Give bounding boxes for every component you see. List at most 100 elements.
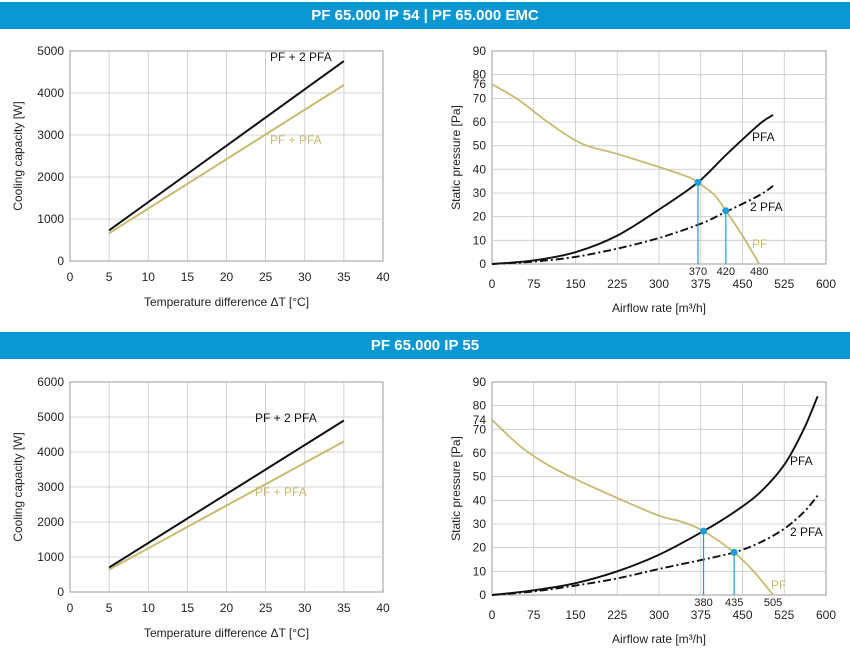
y-tick-label: 2000 (37, 170, 64, 184)
y-tick-label: 90 (473, 375, 487, 389)
x-tick-label: 5 (106, 601, 113, 615)
x-tick-label: 0 (67, 601, 74, 615)
x-axis-label: Temperature difference ΔT [°C] (144, 626, 309, 640)
x-tick-label: 300 (649, 608, 669, 622)
y-tick-label: 6000 (37, 375, 64, 389)
x-tick-label: 225 (607, 277, 627, 291)
x-marker-label: 505 (764, 597, 782, 609)
y-tick-label: 30 (473, 517, 487, 531)
x-tick-label: 600 (816, 277, 836, 291)
y-tick-label: 30 (473, 186, 487, 200)
charts-section-ip54: 0 5 10 15 20 25 30 35 40010002000300040005000Tem… (11, 44, 836, 315)
section-title-ip54: PF 65.000 IP 54 | PF 65.000 EMC (0, 2, 850, 29)
y-tick-label: 40 (473, 162, 487, 176)
y-tick-label: 60 (473, 446, 487, 460)
x-tick-label: 10 (142, 601, 156, 615)
y-axis-label: Cooling capacity [W] (11, 432, 25, 541)
series-label: 2 PFA (790, 525, 823, 539)
y-tick-label: 0 (479, 257, 486, 271)
x-tick-label: 375 (691, 277, 711, 291)
x-tick-label: 35 (337, 601, 351, 615)
x-tick-label: 450 (732, 608, 752, 622)
series-label: PF + PFA (270, 133, 322, 147)
x-tick-label: 75 (527, 277, 541, 291)
operating-point-label: 370 (689, 266, 707, 278)
x-tick-label: 150 (565, 277, 585, 291)
x-tick-label: 20 (220, 270, 234, 284)
y-tick-label: 60 (473, 115, 487, 129)
y-tick-label-extra: 76 (473, 77, 487, 91)
y-tick-label: 0 (479, 588, 486, 602)
operating-point (722, 207, 730, 215)
x-tick-label: 20 (220, 601, 234, 615)
x-tick-label: 5 (106, 270, 113, 284)
series-label: PF + 2 PFA (270, 50, 332, 64)
x-tick-label: 25 (259, 270, 273, 284)
y-tick-label: 50 (473, 470, 487, 484)
section-title-ip55: PF 65.000 IP 55 (0, 332, 850, 359)
x-tick-label: 40 (376, 601, 390, 615)
static-pressure-chart: 0 75 150 225 300 375 450 525 600 0 10 20 30 40 50 60 70 8… (449, 375, 836, 646)
y-tick-label: 20 (473, 210, 487, 224)
x-tick-label: 30 (298, 270, 312, 284)
x-axis-label: Temperature difference ΔT [°C] (144, 295, 309, 309)
y-tick-label: 20 (473, 541, 487, 555)
x-tick-label: 300 (649, 277, 669, 291)
y-tick-label: 5000 (37, 44, 64, 58)
series-line (108, 60, 345, 232)
y-tick-label: 70 (473, 91, 487, 105)
series-label: 2 PFA (750, 200, 783, 214)
x-tick-label: 600 (816, 608, 836, 622)
y-axis-label: Cooling capacity [W] (11, 101, 25, 210)
operating-point-label: 380 (694, 597, 712, 609)
x-tick-label: 225 (607, 608, 627, 622)
operating-point (700, 527, 708, 535)
y-tick-label: 1000 (37, 550, 64, 564)
x-tick-label: 10 (142, 270, 156, 284)
y-tick-label-extra: 74 (473, 413, 487, 427)
operating-point-label: 435 (725, 597, 743, 609)
series-label: PFA (752, 130, 775, 144)
x-tick-label: 150 (565, 608, 585, 622)
y-tick-label: 90 (473, 44, 487, 58)
x-tick-label: 375 (691, 608, 711, 622)
y-tick-label: 4000 (37, 445, 64, 459)
x-tick-label: 30 (298, 601, 312, 615)
x-tick-label: 0 (489, 608, 496, 622)
y-tick-label: 4000 (37, 86, 64, 100)
y-tick-label: 0 (57, 585, 64, 599)
cooling-capacity-chart: 0 5 10 15 20 25 30 35 40 0 1000 2000 3000 4000 5000 Tem… (11, 44, 390, 309)
x-tick-label: 525 (774, 608, 794, 622)
x-tick-label: 450 (732, 277, 752, 291)
series-line (108, 440, 345, 571)
y-tick-label: 1000 (37, 212, 64, 226)
x-tick-label: 35 (337, 270, 351, 284)
y-tick-label: 50 (473, 139, 487, 153)
operating-point (730, 548, 738, 556)
y-tick-label: 5000 (37, 410, 64, 424)
y-tick-label: 40 (473, 493, 487, 507)
x-tick-label: 0 (67, 270, 74, 284)
x-tick-label: 15 (181, 270, 195, 284)
operating-point (694, 178, 702, 186)
y-tick-label: 10 (473, 233, 487, 247)
series-line (491, 114, 774, 265)
static-pressure-chart: 0 75 150 225 300 375 450 525 600 0 10 20 30 40 50 60 70 8… (449, 44, 836, 315)
x-axis-label: Airflow rate [m³/h] (612, 301, 706, 315)
series-line (108, 84, 345, 235)
cooling-capacity-chart: 0 5 10 15 20 25 30 35 40 0 1000 2000 3000 4000 5000 600… (11, 375, 390, 640)
series-line (108, 419, 345, 569)
y-tick-label: 70 (473, 422, 487, 436)
y-tick-label: 3000 (37, 128, 64, 142)
series-label: PFA (790, 454, 813, 468)
x-tick-label: 75 (527, 608, 541, 622)
x-tick-label: 40 (376, 270, 390, 284)
y-tick-label: 2000 (37, 515, 64, 529)
operating-point-label: 420 (717, 266, 735, 278)
series-line (491, 419, 774, 596)
y-tick-label: 80 (473, 68, 487, 82)
y-tick-label: 0 (57, 254, 64, 268)
x-axis-label: Airflow rate [m³/h] (612, 632, 706, 646)
y-axis-label: Static pressure [Pa] (449, 436, 463, 541)
x-tick-label: 525 (774, 277, 794, 291)
